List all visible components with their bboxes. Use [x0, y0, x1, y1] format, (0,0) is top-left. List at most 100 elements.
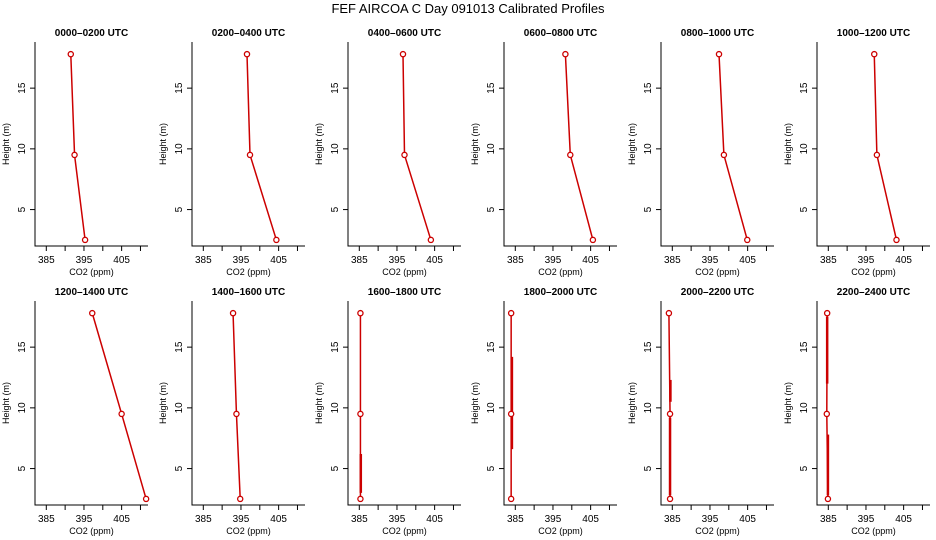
- axis-frame: [816, 301, 930, 506]
- y-axis-label: Height (m): [627, 123, 637, 165]
- axis-frame: [660, 301, 774, 506]
- data-point: [357, 309, 364, 317]
- axis-frame: [347, 301, 461, 506]
- y-tick-label: 15: [799, 82, 810, 94]
- x-tick-label: 405: [582, 255, 599, 266]
- profile-line: [70, 54, 86, 241]
- y-tick-label: 10: [799, 143, 810, 155]
- y-axis-label: Height (m): [314, 382, 324, 424]
- profile-panel: 2200–2400 UTC 385 395 405 5 10 15 CO2 (ppm) Heig…: [783, 287, 930, 536]
- data-point: [507, 309, 515, 317]
- panel-title: 0200–0400 UTC: [212, 28, 285, 39]
- y-tick-label: 15: [174, 82, 185, 94]
- y-tick-label: 15: [486, 341, 497, 353]
- data-point: [236, 495, 244, 503]
- x-axis-label: CO2 (ppm): [226, 267, 271, 277]
- x-tick-label: 385: [507, 255, 524, 266]
- data-point: [744, 236, 751, 244]
- x-tick-label: 395: [389, 514, 406, 525]
- x-axis-label: CO2 (ppm): [69, 526, 114, 536]
- data-point: [562, 50, 569, 58]
- data-point: [871, 50, 878, 58]
- y-tick-label: 10: [799, 402, 810, 414]
- plot-area: [715, 50, 751, 244]
- plot-area: [357, 309, 364, 503]
- x-axis-label: CO2 (ppm): [226, 526, 271, 536]
- y-tick-label: 5: [643, 465, 654, 471]
- profile-panel: 1000–1200 UTC 385 395 405 5 10 15 CO2 (ppm) Heig…: [783, 28, 930, 277]
- data-point: [229, 309, 237, 317]
- x-tick-label: 405: [895, 255, 912, 266]
- data-point: [589, 236, 597, 244]
- data-point: [399, 50, 407, 58]
- y-tick-label: 10: [486, 402, 497, 414]
- y-tick-label: 15: [17, 82, 28, 94]
- data-point: [357, 495, 364, 503]
- axis-frame: [347, 42, 461, 247]
- x-tick-label: 405: [895, 514, 912, 525]
- profile-panel: 0200–0400 UTC 385 395 405 5 10 15 CO2 (ppm) Heig…: [158, 28, 305, 277]
- profile-line: [873, 54, 898, 241]
- data-point: [118, 410, 125, 418]
- data-point: [720, 151, 728, 159]
- profile-line: [232, 313, 241, 499]
- y-axis-label: Height (m): [470, 382, 480, 424]
- y-tick-label: 10: [174, 143, 185, 155]
- x-tick-label: 385: [507, 514, 524, 525]
- data-point: [81, 236, 89, 244]
- plot-area: [562, 50, 597, 244]
- y-tick-label: 15: [174, 341, 185, 353]
- profile-panel: 2000–2200 UTC 385 395 405 5 10 15 CO2 (ppm) Heig…: [627, 287, 774, 536]
- axis-frame: [34, 42, 148, 247]
- panel-title: 0000–0200 UTC: [55, 28, 128, 39]
- axis-frame: [503, 42, 617, 247]
- data-point: [246, 151, 254, 159]
- axis-frame: [660, 42, 774, 247]
- panel-title: 2200–2400 UTC: [837, 287, 910, 298]
- data-point: [243, 50, 251, 58]
- data-point: [273, 236, 280, 244]
- data-point: [357, 410, 364, 418]
- y-tick-label: 5: [486, 465, 497, 471]
- panel-title: 2000–2200 UTC: [681, 287, 754, 298]
- x-tick-label: 385: [195, 514, 212, 525]
- x-axis-label: CO2 (ppm): [851, 267, 896, 277]
- x-tick-label: 395: [545, 255, 562, 266]
- x-axis-label: CO2 (ppm): [851, 526, 896, 536]
- data-point: [507, 410, 515, 418]
- y-tick-label: 10: [330, 143, 341, 155]
- data-point: [233, 410, 240, 418]
- data-point: [142, 495, 150, 503]
- y-tick-label: 5: [174, 465, 185, 471]
- x-tick-label: 405: [113, 514, 130, 525]
- y-tick-label: 15: [643, 341, 654, 353]
- x-tick-label: 395: [702, 514, 719, 525]
- data-point: [665, 309, 673, 317]
- plot-area: [665, 309, 674, 503]
- profile-panel: 0600–0800 UTC 385 395 405 5 10 15 CO2 (ppm) Heig…: [470, 28, 617, 277]
- y-tick-label: 10: [643, 402, 654, 414]
- y-tick-label: 5: [486, 206, 497, 212]
- x-tick-label: 385: [351, 514, 368, 525]
- x-tick-label: 385: [664, 514, 681, 525]
- y-tick-label: 10: [17, 143, 28, 155]
- x-tick-label: 395: [76, 514, 93, 525]
- y-tick-label: 10: [17, 402, 28, 414]
- y-tick-label: 10: [174, 402, 185, 414]
- y-tick-label: 15: [330, 82, 341, 94]
- plot-area: [507, 309, 515, 503]
- data-point: [823, 410, 831, 418]
- profile-line: [91, 312, 147, 500]
- axis-frame: [34, 301, 148, 506]
- plot-area: [823, 309, 832, 503]
- profile-panel: 1800–2000 UTC 385 395 405 5 10 15 CO2 (ppm) Heig…: [470, 287, 617, 536]
- plot-area: [89, 309, 150, 503]
- panel-title: 1800–2000 UTC: [524, 287, 597, 298]
- data-point: [89, 309, 96, 317]
- x-tick-label: 395: [389, 255, 406, 266]
- panel-title: 1200–1400 UTC: [55, 287, 128, 298]
- data-point: [71, 151, 78, 159]
- x-tick-label: 405: [426, 514, 443, 525]
- x-tick-label: 405: [739, 255, 756, 266]
- x-tick-label: 405: [270, 255, 287, 266]
